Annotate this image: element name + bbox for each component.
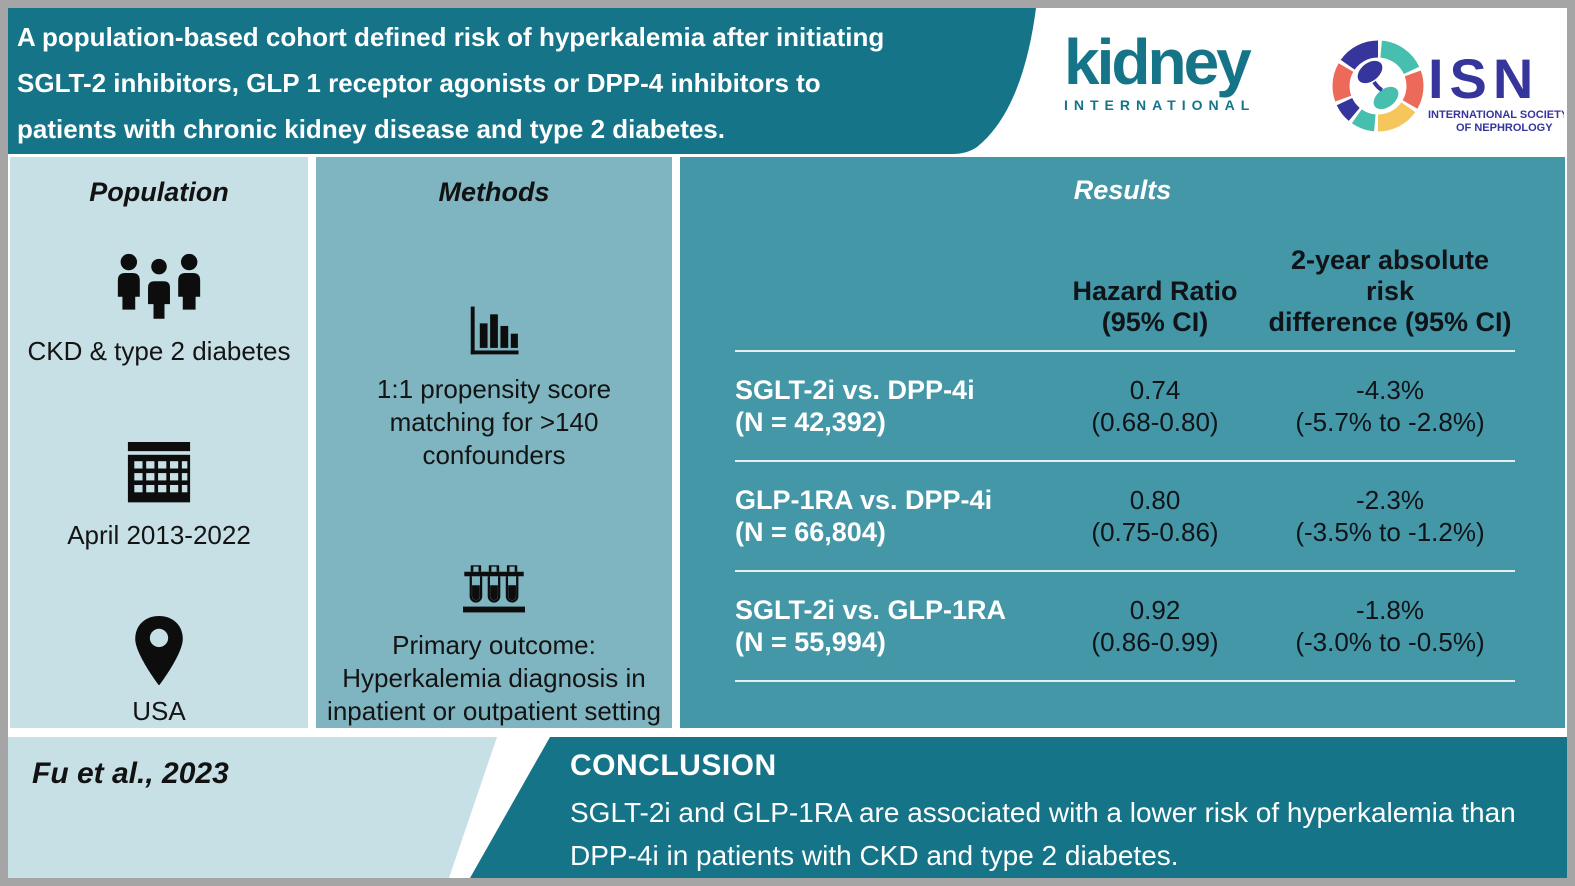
isn-abbr-text: ISN [1428,47,1539,110]
row-comparison-label: GLP-1RA vs. DPP-4i (N = 66,804) [735,485,993,547]
isn-sub-line2: OF NEPHROLOGY [1456,122,1553,134]
results-table: Hazard Ratio (95% CI) 2-year absolute ri… [735,245,1515,682]
conclusion-heading: CONCLUSION [570,749,777,782]
row-hazard-ratio-value: 0.92 (0.86-0.99) [1091,595,1219,657]
bar-chart-icon [470,306,519,355]
citation-text: Fu et al., 2023 [32,757,229,790]
kidney-logo-subtitle: INTERNATIONAL [1064,97,1256,113]
infographic-canvas: A population-based cohort defined risk o… [8,8,1567,878]
results-table-header-row: Hazard Ratio (95% CI) 2-year absolute ri… [735,245,1515,350]
row-risk-difference-value: -1.8% (-3.0% to -0.5%) [1295,595,1485,657]
row-risk-difference-value: -2.3% (-3.5% to -1.2%) [1295,485,1485,547]
population-panel: Population CKD & type 2 diabetes [10,157,308,728]
table-bottom-rule [735,680,1515,682]
row-risk-difference-value: -4.3% (-5.7% to -2.8%) [1295,375,1485,437]
isn-kidney-ring-icon [1332,40,1424,132]
citation-panel: Fu et al., 2023 [8,737,497,878]
title-line-2: SGLT-2 inhibitors, GLP 1 receptor agonis… [17,68,821,98]
results-panel: Results Hazard Ratio (95% CI) 2-year abs… [680,157,1565,728]
title-line-1: A population-based cohort defined risk o… [17,22,885,52]
population-item-label: April 2013-2022 [67,519,251,550]
isn-sub-line1: INTERNATIONAL SOCIETY [1428,109,1564,121]
population-item-label: CKD & type 2 diabetes [27,336,291,367]
conclusion-text: SGLT-2i and GLP-1RA are associated with … [570,797,1516,871]
kidney-logo-wordmark: kidney [1064,26,1252,98]
population-heading: Population [89,177,229,207]
title-line-3: patients with chronic kidney disease and… [17,114,725,144]
header-background-shape [8,8,1036,154]
population-item-label: USA [132,696,186,727]
table-row: GLP-1RA vs. DPP-4i (N = 66,804) 0.80 (0.… [735,460,1515,570]
column-header-hazard-ratio: Hazard Ratio (95% CI) [1072,276,1238,337]
calendar-icon [127,442,191,503]
isn-logo: ISN INTERNATIONAL SOCIETY OF NEPHROLOGY [1332,40,1564,134]
methods-heading: Methods [438,177,550,207]
row-comparison-label: SGLT-2i vs. DPP-4i (N = 42,392) [735,375,975,437]
page-title: A population-based cohort defined risk o… [17,14,1027,152]
people-icon [117,253,201,323]
column-header-risk-difference: 2-year absolute risk difference (95% CI) [1268,245,1512,337]
results-heading: Results [1073,175,1172,205]
methods-panel: Methods 1:1 propensity score matching fo… [316,157,672,728]
methods-item-label: 1:1 propensity score matching for >140 c… [376,373,612,470]
test-tubes-icon [463,565,525,613]
row-hazard-ratio-value: 0.74 (0.68-0.80) [1091,375,1219,437]
table-row: SGLT-2i vs. DPP-4i (N = 42,392) 0.74 (0.… [735,350,1515,460]
kidney-international-logo: kidney INTERNATIONAL [1064,30,1255,113]
row-comparison-label: SGLT-2i vs. GLP-1RA (N = 55,994) [735,595,1007,657]
conclusion-panel: CONCLUSION SGLT-2i and GLP-1RA are assoc… [470,737,1567,878]
methods-item-label: Primary outcome: Hyperkalemia diagnosis … [327,630,661,726]
row-hazard-ratio-value: 0.80 (0.75-0.86) [1091,485,1219,547]
map-pin-icon [135,615,183,686]
table-row: SGLT-2i vs. GLP-1RA (N = 55,994) 0.92 (0… [735,570,1515,680]
